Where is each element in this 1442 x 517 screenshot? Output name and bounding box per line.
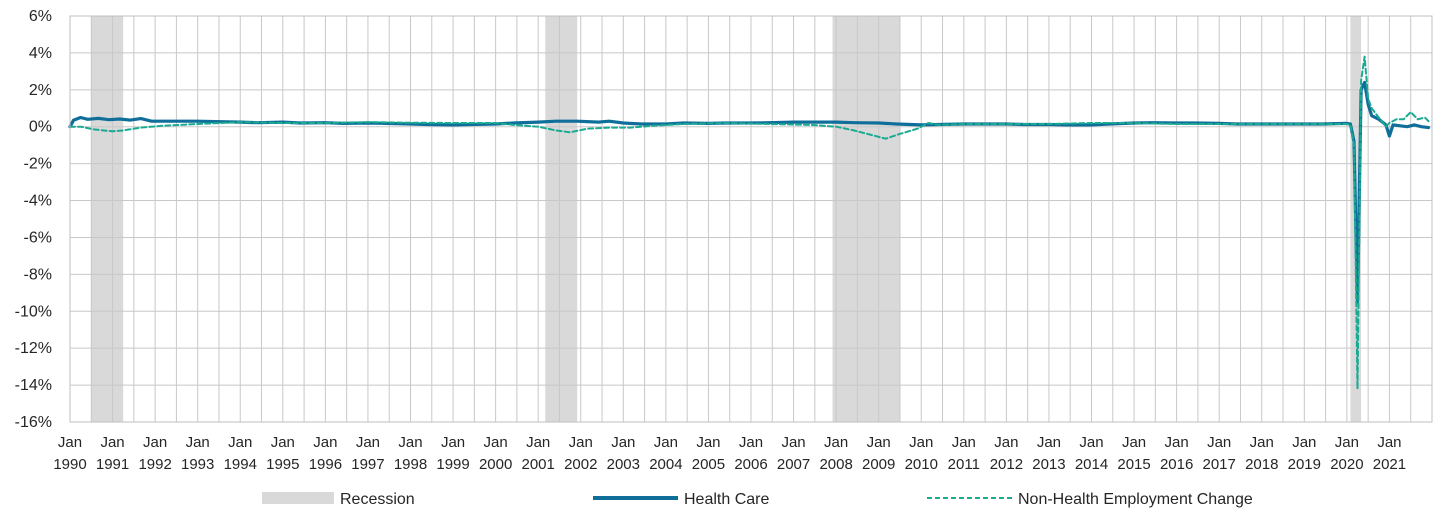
- x-tick-month: Jan: [1037, 434, 1061, 451]
- x-tick-month: Jan: [271, 434, 295, 451]
- x-tick-year: 1996: [309, 456, 342, 473]
- x-tick-year: 1990: [53, 456, 86, 473]
- plot-area-border: [69, 15, 1433, 423]
- grid-lines: [69, 15, 1433, 423]
- series-lines: [68, 55, 1431, 390]
- x-tick-year: 2004: [649, 456, 682, 473]
- y-tick-label: -8%: [24, 266, 52, 283]
- x-tick-year: 2008: [819, 456, 852, 473]
- x-tick-year: 1997: [351, 456, 384, 473]
- x-tick-month: Jan: [398, 434, 422, 451]
- legend-item-non-health-employment-change: Non-Health Employment Change: [927, 491, 1253, 508]
- y-tick-label: 4%: [29, 45, 52, 62]
- x-tick-year: 1991: [96, 456, 129, 473]
- y-tick-label: -6%: [24, 229, 52, 246]
- x-tick-year: 2002: [564, 456, 597, 473]
- x-tick-month: Jan: [484, 434, 508, 451]
- y-tick-label: 6%: [29, 8, 52, 25]
- x-tick-year: 1999: [436, 456, 469, 473]
- y-tick-label: -16%: [15, 414, 52, 431]
- y-tick-label: 2%: [29, 82, 52, 99]
- x-tick-year: 1992: [138, 456, 171, 473]
- x-tick-month: Jan: [1335, 434, 1359, 451]
- legend-label: Recession: [340, 491, 415, 508]
- y-tick-label: -12%: [15, 340, 52, 357]
- legend-item-recession: Recession: [262, 491, 415, 508]
- legend: Recession Health Care Non-Health Employmen…: [262, 491, 1253, 508]
- x-tick-month: Jan: [1207, 434, 1231, 451]
- x-tick-month: Jan: [1377, 434, 1401, 451]
- recession-band-1: [91, 16, 124, 422]
- y-tick-label: -10%: [15, 303, 52, 320]
- x-tick-month: Jan: [952, 434, 976, 451]
- x-tick-month: Jan: [781, 434, 805, 451]
- x-tick-year: 2014: [1075, 456, 1108, 473]
- x-tick-month: Jan: [994, 434, 1018, 451]
- x-tick-month: Jan: [1122, 434, 1146, 451]
- x-tick-year: 2006: [734, 456, 767, 473]
- x-tick-year: 2005: [692, 456, 725, 473]
- recession-bands: [91, 16, 1362, 422]
- x-tick-month: Jan: [909, 434, 933, 451]
- legend-swatch: [262, 492, 334, 504]
- x-tick-year: 2017: [1203, 456, 1236, 473]
- legend-label: Non-Health Employment Change: [1018, 491, 1253, 508]
- x-tick-year: 2013: [1032, 456, 1065, 473]
- series-line-non-health-employment-change: [69, 55, 1430, 390]
- x-tick-year: 2010: [905, 456, 938, 473]
- axes: 6% 4% 2% 0% -2% -4% -6% -8% -10% -12% -14% -16% Jan 1…: [15, 8, 1433, 473]
- y-tick-label: -14%: [15, 377, 52, 394]
- x-tick-month: Jan: [1292, 434, 1316, 451]
- x-tick-year: 2018: [1245, 456, 1278, 473]
- x-tick-month: Jan: [186, 434, 210, 451]
- x-tick-month: Jan: [1165, 434, 1189, 451]
- x-tick-year: 1993: [181, 456, 214, 473]
- x-tick-year: 2019: [1288, 456, 1321, 473]
- series-line-health-care: [68, 80, 1431, 304]
- x-tick-year: 2007: [777, 456, 810, 473]
- x-tick-year: 2021: [1373, 456, 1406, 473]
- x-tick-year: 2000: [479, 456, 512, 473]
- x-tick-month: Jan: [441, 434, 465, 451]
- x-tick-month: Jan: [143, 434, 167, 451]
- x-tick-month: Jan: [58, 434, 82, 451]
- x-tick-year: 2011: [948, 456, 980, 473]
- legend-label: Health Care: [684, 491, 769, 508]
- x-tick-month: Jan: [696, 434, 720, 451]
- x-tick-month: Jan: [1079, 434, 1103, 451]
- y-tick-label: -2%: [24, 156, 52, 173]
- x-tick-year: 2001: [522, 456, 555, 473]
- x-tick-year: 2012: [990, 456, 1023, 473]
- x-tick-year: 1994: [224, 456, 257, 473]
- x-tick-month: Jan: [739, 434, 763, 451]
- y-tick-label: -4%: [24, 193, 52, 210]
- recession-band-3: [832, 16, 900, 422]
- x-tick-year: 2016: [1160, 456, 1193, 473]
- x-tick-month: Jan: [654, 434, 678, 451]
- x-tick-year: 1995: [266, 456, 299, 473]
- legend-item-health-care: Health Care: [593, 491, 769, 508]
- x-tick-month: Jan: [526, 434, 550, 451]
- x-tick-year: 1998: [394, 456, 427, 473]
- x-tick-year: 2009: [862, 456, 895, 473]
- x-tick-year: 2020: [1330, 456, 1363, 473]
- x-tick-month: Jan: [228, 434, 252, 451]
- x-tick-year: 2015: [1117, 456, 1150, 473]
- x-tick-month: Jan: [611, 434, 635, 451]
- x-tick-month: Jan: [356, 434, 380, 451]
- x-tick-month: Jan: [867, 434, 891, 451]
- recession-band-2: [545, 16, 578, 422]
- x-tick-month: Jan: [1250, 434, 1274, 451]
- x-tick-year: 2003: [607, 456, 640, 473]
- y-tick-label: 0%: [29, 119, 52, 136]
- x-tick-month: Jan: [313, 434, 337, 451]
- x-tick-month: Jan: [569, 434, 593, 451]
- x-tick-month: Jan: [824, 434, 848, 451]
- x-tick-month: Jan: [100, 434, 124, 451]
